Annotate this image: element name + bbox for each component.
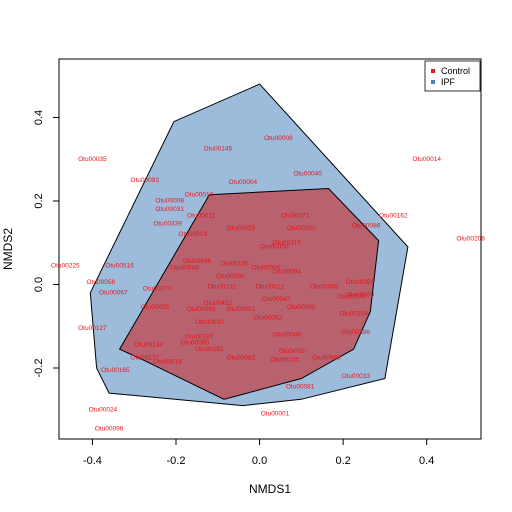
point-label: Otu00516 [105, 262, 134, 269]
x-tick-label: 0.4 [419, 455, 434, 467]
point-label: Otu00059 [346, 279, 375, 286]
point-label: Otu00177 [130, 354, 159, 361]
y-tick-label: 0.2 [33, 193, 45, 208]
y-tick-label: 0.4 [33, 110, 45, 125]
legend-box [424, 60, 481, 92]
point-label: Otu00068 [312, 354, 341, 361]
x-axis: -0.4 -0.2 0.0 0.2 0.4 [83, 438, 434, 467]
point-label: Otu00048 [170, 265, 199, 272]
x-tick-label: 0.0 [252, 455, 267, 467]
point-label: Otu00165 [101, 367, 130, 374]
hull-layer [89, 83, 409, 407]
point-label: Otu00001 [261, 411, 290, 418]
point-label: Otu00010 [195, 319, 224, 326]
point-label: Otu00185 [220, 260, 249, 267]
point-label: Otu00134 [135, 342, 164, 349]
point-label: Otu00250 [216, 273, 245, 280]
point-label: Otu00127 [78, 325, 107, 332]
point-label-layer: Otu00014 Otu00035 Otu00145 Otu00008 Otu00208… [51, 135, 485, 432]
x-tick-label: 0.2 [335, 455, 350, 467]
point-label: Otu00025 [227, 225, 256, 232]
point-label: Otu00051 [227, 306, 256, 313]
point-label: Otu00200 [287, 225, 316, 232]
point-label: Otu00031 [155, 206, 184, 213]
point-label: Otu00046 [183, 258, 212, 265]
point-label: Otu00069 [187, 306, 216, 313]
point-label: Otu00036 [337, 294, 366, 301]
point-label: Otu00046 [272, 331, 301, 338]
point-label: Otu00081 [286, 384, 315, 391]
y-tick-label: 0.0 [33, 277, 45, 292]
point-label: Otu00208 [456, 235, 485, 242]
point-label: Otu00339 [153, 221, 182, 228]
x-tick-label: -0.2 [167, 455, 186, 467]
x-axis-title: NMDS1 [249, 482, 291, 496]
point-label: Otu00008 [264, 135, 293, 142]
point-label: Otu00155 [270, 356, 299, 363]
point-label: Otu00016 [153, 358, 182, 365]
point-label: Otu00039 [346, 292, 375, 299]
legend: Control IPF [424, 60, 481, 92]
y-axis: -0.2 0.0 0.2 0.4 [33, 110, 60, 378]
point-label: Otu00050 [260, 244, 289, 251]
point-label: Otu00096 [95, 425, 124, 432]
legend-swatch-control [431, 69, 435, 73]
point-label: Otu00035 [141, 304, 170, 311]
point-label: Otu00258 [339, 310, 368, 317]
point-label: Otu00132 [208, 283, 237, 290]
point-label: Otu00004 [229, 179, 258, 186]
point-label: Otu00047 [262, 296, 291, 303]
point-label: Otu00386 [341, 329, 370, 336]
point-label: Otu00082 [227, 354, 256, 361]
point-label: Otu00090 [181, 340, 210, 347]
point-label: Otu00011 [187, 212, 215, 219]
point-label: Otu00225 [51, 262, 80, 269]
point-label: Otu00012 [256, 283, 285, 290]
point-label: Otu00082 [254, 315, 283, 322]
legend-label-ipf: IPF [441, 77, 456, 87]
point-label: Otu00086 [352, 223, 381, 230]
legend-label-control: Control [441, 66, 470, 76]
point-label: Otu00315 [272, 239, 301, 246]
point-label: Otu00033 [341, 373, 370, 380]
point-label: Otu00073 [143, 285, 172, 292]
point-label: Otu00010 [185, 191, 214, 198]
point-label: Otu00083 [310, 283, 339, 290]
legend-swatch-ipf [431, 80, 435, 84]
point-label: Otu00008 [155, 198, 184, 205]
point-label: Otu00024 [89, 407, 118, 414]
y-axis-title: NMDS2 [1, 228, 15, 270]
point-label: Otu00071 [281, 212, 310, 219]
point-label: Otu00094 [272, 269, 301, 276]
point-label: Otu00162 [379, 212, 408, 219]
point-label: Otu00058 [87, 279, 116, 286]
point-label: Otu00197 [185, 333, 214, 340]
point-label: Otu00145 [204, 146, 233, 153]
point-label: Otu00093 [130, 177, 159, 184]
point-label: Otu00014 [412, 156, 441, 163]
point-label: Otu00040 [293, 171, 322, 178]
point-label: Otu00019 [178, 231, 207, 238]
point-label: Otu00035 [78, 156, 107, 163]
point-label: Otu00067 [99, 290, 128, 297]
point-label: Otu00422 [204, 300, 233, 307]
point-label: Otu00027 [279, 348, 308, 355]
x-tick-label: -0.4 [83, 455, 102, 467]
y-tick-label: -0.2 [33, 359, 45, 378]
hull-control [118, 187, 380, 400]
point-label: Otu00006 [252, 265, 281, 272]
point-label: Otu00151 [195, 346, 224, 353]
point-label: Otu00095 [287, 304, 316, 311]
